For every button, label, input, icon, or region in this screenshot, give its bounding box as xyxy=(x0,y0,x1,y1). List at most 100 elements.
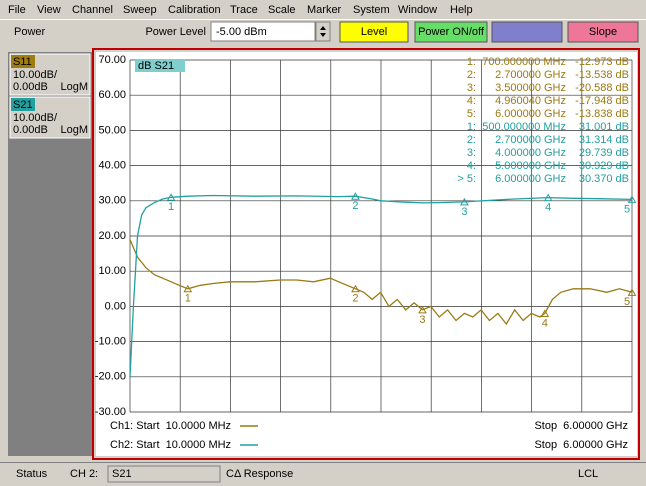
power-level-label: Power Level xyxy=(145,26,206,38)
menu-item[interactable]: Help xyxy=(450,4,473,16)
readout-frequency: 700.000000 MHz xyxy=(482,56,566,68)
spinner-arrows xyxy=(320,26,326,37)
trace-reference: 0.00dB xyxy=(13,124,48,136)
marker xyxy=(627,195,637,203)
trace-name: S11 xyxy=(13,56,32,68)
readout-value: 31.314 dB xyxy=(579,134,629,146)
status-label: Status xyxy=(16,468,48,480)
toolbar-button[interactable] xyxy=(414,21,488,43)
toolbar-button[interactable] xyxy=(567,21,639,43)
trace-scale: 10.00dB/ xyxy=(13,69,58,81)
spinner[interactable] xyxy=(315,21,331,42)
readout-frequency: 3.500000 GHz xyxy=(495,82,566,94)
marker xyxy=(543,193,553,202)
readout-frequency: 4.960040 GHz xyxy=(495,95,566,107)
readout-value: -13.838 dB xyxy=(575,108,629,120)
active-frame xyxy=(92,48,640,460)
readout-value: -17.948 dB xyxy=(575,95,629,107)
marker xyxy=(418,305,427,314)
readout-id: 1: xyxy=(467,56,476,68)
readout-value: -20.588 dB xyxy=(575,82,629,94)
y-tick-label: -20.00 xyxy=(95,371,126,383)
y-tick-label: -30.00 xyxy=(95,406,126,418)
marker-label: 2 xyxy=(352,200,358,212)
plot-title-tag xyxy=(135,59,185,72)
menu-item[interactable]: Trace xyxy=(230,4,258,16)
menu-bar xyxy=(0,0,646,19)
y-tick-label: 70.00 xyxy=(98,54,126,66)
trace-format: LogM xyxy=(60,81,88,93)
y-tick-label: 60.00 xyxy=(98,89,126,101)
y-tick-label: 40.00 xyxy=(98,160,126,172)
y-tick-label: 10.00 xyxy=(98,265,126,277)
power-input[interactable] xyxy=(210,21,316,42)
menu-item[interactable]: File xyxy=(8,4,26,16)
menu-item[interactable]: System xyxy=(353,4,390,16)
status-channel: CH 2: xyxy=(70,468,98,480)
readout-id: 2: xyxy=(467,69,476,81)
readout-frequency: 500.000000 MHz xyxy=(482,121,566,133)
trace-line xyxy=(129,239,633,326)
readout-value: 30.929 dB xyxy=(579,160,629,172)
sweep-start: Ch2: Start 10.0000 MHz xyxy=(110,439,231,451)
readout-frequency: 5.000000 GHz xyxy=(495,160,566,172)
marker-label: 3 xyxy=(419,314,425,326)
trace-scale: 10.00dB/ xyxy=(13,112,58,124)
menu-item[interactable]: Window xyxy=(398,4,437,16)
trace-tag xyxy=(11,55,35,68)
marker-label: 4 xyxy=(542,317,548,329)
trace-format: LogM xyxy=(60,124,88,136)
y-tick-label: 50.00 xyxy=(98,124,126,136)
trace-tag xyxy=(11,98,35,111)
marker xyxy=(351,192,360,200)
status-remote: LCL xyxy=(578,468,598,480)
plot-area xyxy=(96,52,637,456)
y-tick-label: 30.00 xyxy=(98,195,126,207)
plot-title: dB S21 xyxy=(138,60,174,72)
menu-item[interactable]: Sweep xyxy=(123,4,157,16)
marker-label: 4 xyxy=(545,202,551,214)
menu-item[interactable]: Marker xyxy=(307,4,342,16)
marker-label: 1 xyxy=(168,201,174,213)
menu-item[interactable]: Channel xyxy=(72,4,113,16)
y-tick-label: 0.00 xyxy=(105,300,126,312)
readout-id: 3: xyxy=(467,147,476,159)
y-tick-label: 20.00 xyxy=(98,230,126,242)
blank-button[interactable] xyxy=(491,21,563,43)
power-level-value: -5.00 dBm xyxy=(216,26,267,38)
toolbar-section: Power xyxy=(14,26,46,38)
toolbar-button[interactable] xyxy=(339,21,409,43)
readout-id: 4: xyxy=(467,95,476,107)
readout-id: > 5: xyxy=(457,173,476,185)
marker-label: 1 xyxy=(185,293,191,305)
marker xyxy=(183,284,193,293)
status-parameter: S21 xyxy=(112,468,132,480)
sweep-stop: Stop 6.00000 GHz xyxy=(534,439,628,451)
trace-reference: 0.00dB xyxy=(13,81,48,93)
status-mode: CΔ Response xyxy=(226,468,293,480)
readout-id: 1: xyxy=(467,121,476,133)
marker xyxy=(351,284,360,293)
readout-id: 4: xyxy=(467,160,476,172)
button-label: Power ON/off xyxy=(418,26,485,38)
menu-item[interactable]: Scale xyxy=(268,4,296,16)
marker xyxy=(540,309,550,317)
readout-id: 2: xyxy=(467,134,476,146)
readout-value: 29.739 dB xyxy=(579,147,629,159)
sweep-stop: Stop 6.00000 GHz xyxy=(534,420,628,432)
readout-frequency: 6.000000 GHz xyxy=(495,173,566,185)
status-param-box xyxy=(107,465,221,483)
y-tick-label: -10.00 xyxy=(95,336,126,348)
marker xyxy=(166,193,176,201)
trace-line xyxy=(129,194,633,377)
marker-label: 3 xyxy=(461,206,467,218)
marker xyxy=(460,197,469,206)
marker xyxy=(627,288,637,296)
menu-item[interactable]: Calibration xyxy=(168,4,221,16)
marker-label: 5 xyxy=(624,203,630,215)
readout-frequency: 2.700000 GHz xyxy=(495,69,566,81)
button-label: Level xyxy=(361,26,387,38)
sweep-start: Ch1: Start 10.0000 MHz xyxy=(110,420,231,432)
menu-item[interactable]: View xyxy=(37,4,61,16)
